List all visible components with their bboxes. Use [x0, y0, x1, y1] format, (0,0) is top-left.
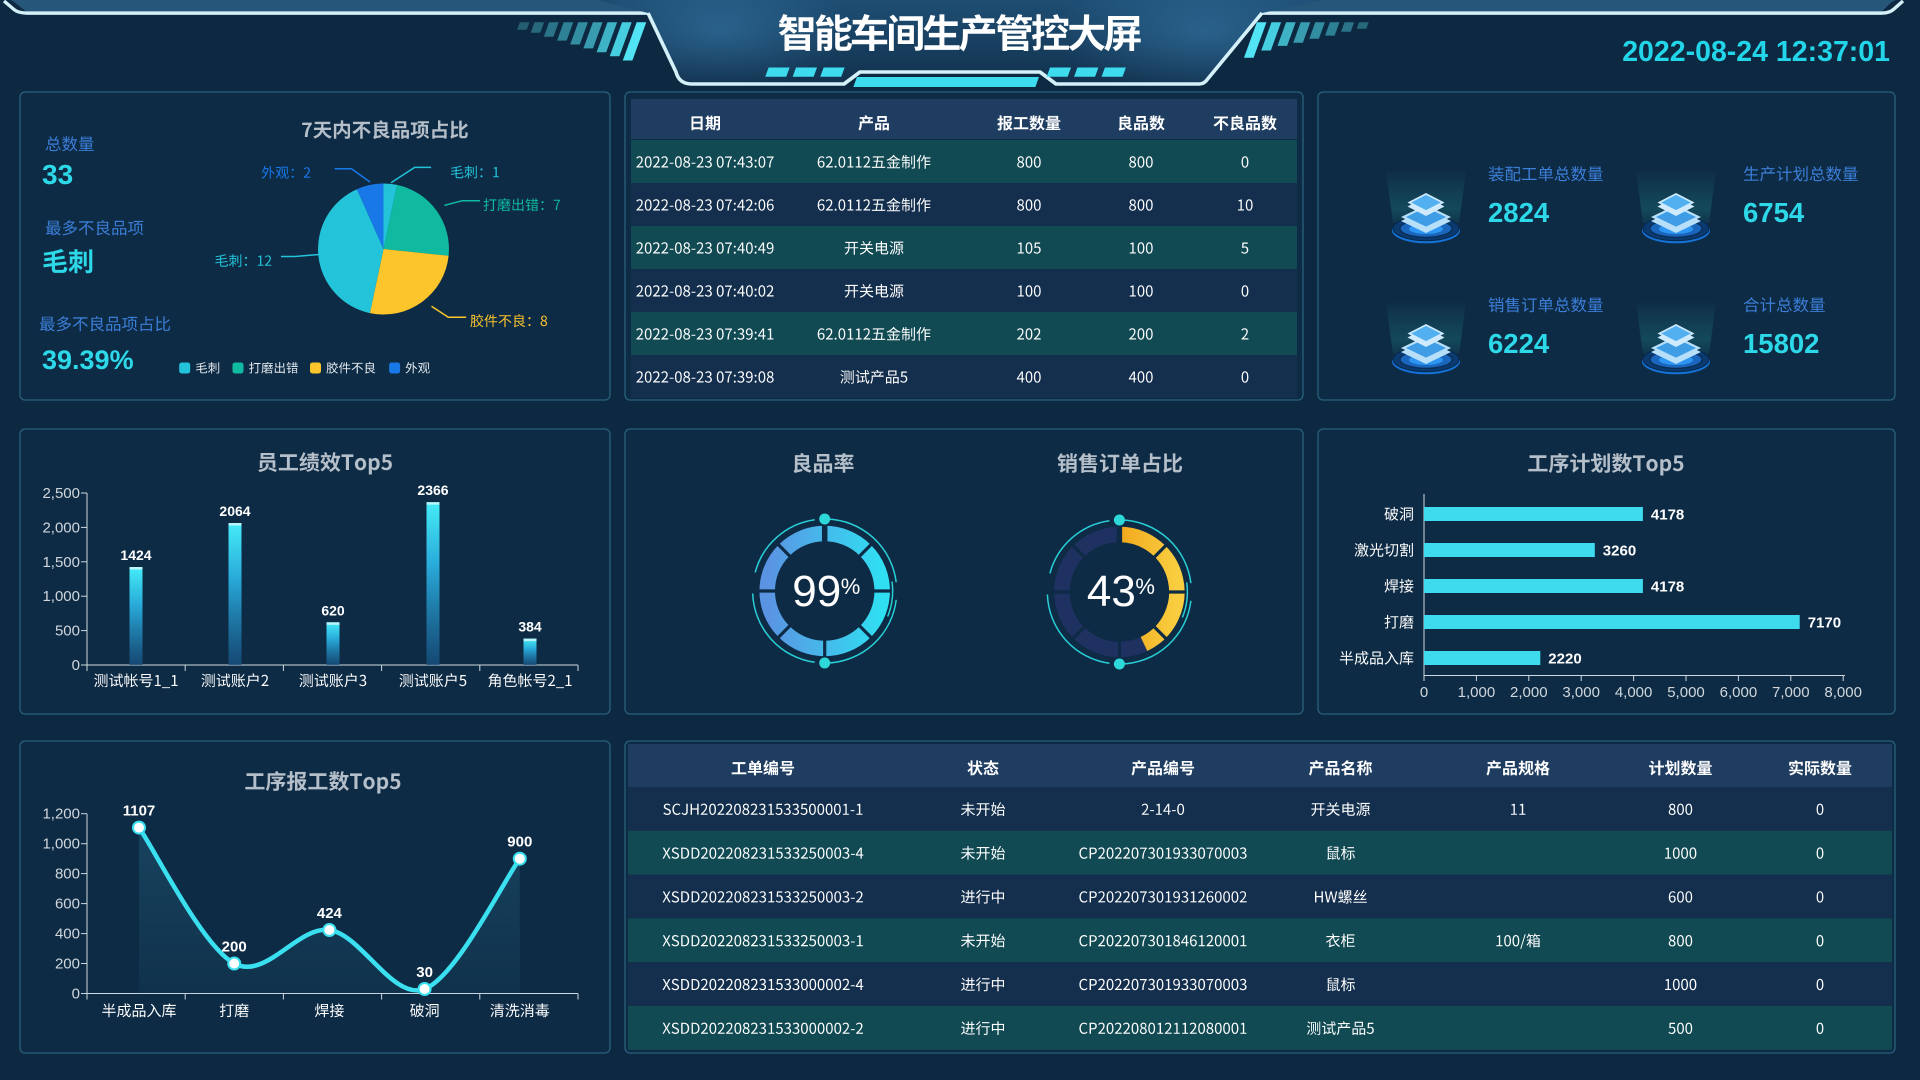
svg-text:400: 400: [55, 926, 80, 943]
svg-text:500: 500: [55, 623, 80, 640]
svg-text:8,000: 8,000: [1824, 684, 1862, 701]
svg-text:200: 200: [222, 939, 247, 956]
svg-text:900: 900: [507, 834, 532, 851]
svg-text:3,000: 3,000: [1562, 684, 1600, 701]
svg-text:2,000: 2,000: [42, 519, 80, 536]
svg-text:1107: 1107: [123, 803, 156, 820]
svg-text:600: 600: [55, 896, 80, 913]
svg-text:2064: 2064: [219, 503, 250, 519]
svg-text:0: 0: [72, 986, 80, 1003]
svg-text:2824: 2824: [1488, 197, 1550, 228]
svg-text:%: %: [841, 574, 861, 599]
svg-text:1,000: 1,000: [42, 836, 80, 853]
svg-text:33: 33: [42, 159, 73, 190]
svg-text:15802: 15802: [1743, 328, 1819, 359]
svg-text:3260: 3260: [1603, 543, 1636, 560]
svg-text:0: 0: [72, 657, 80, 674]
svg-text:7170: 7170: [1808, 615, 1841, 632]
svg-text:2022-08-24 12:37:01: 2022-08-24 12:37:01: [1622, 36, 1890, 68]
svg-text:0: 0: [1420, 684, 1428, 701]
svg-text:1,200: 1,200: [42, 806, 80, 823]
svg-text:1,500: 1,500: [42, 554, 80, 571]
svg-text:6224: 6224: [1488, 328, 1550, 359]
svg-text:424: 424: [317, 905, 343, 922]
svg-text:30: 30: [416, 964, 433, 981]
svg-text:620: 620: [321, 602, 345, 618]
svg-text:2220: 2220: [1548, 651, 1581, 668]
svg-text:1,000: 1,000: [1458, 684, 1496, 701]
svg-text:2366: 2366: [417, 482, 448, 498]
svg-text:7,000: 7,000: [1772, 684, 1810, 701]
svg-text:2,000: 2,000: [1510, 684, 1548, 701]
svg-text:2,500: 2,500: [42, 485, 80, 502]
svg-text:99: 99: [792, 567, 841, 616]
svg-text:4178: 4178: [1651, 507, 1684, 524]
svg-text:4178: 4178: [1651, 579, 1684, 596]
svg-text:800: 800: [55, 866, 80, 883]
svg-text:384: 384: [518, 619, 542, 635]
svg-text:6,000: 6,000: [1720, 684, 1758, 701]
svg-text:4,000: 4,000: [1615, 684, 1653, 701]
svg-text:1424: 1424: [120, 547, 151, 563]
svg-text:5,000: 5,000: [1667, 684, 1705, 701]
svg-text:6754: 6754: [1743, 197, 1805, 228]
svg-text:43: 43: [1087, 567, 1136, 616]
svg-text:%: %: [1135, 574, 1155, 599]
svg-text:1,000: 1,000: [42, 588, 80, 605]
svg-text:200: 200: [55, 956, 80, 973]
svg-text:39.39%: 39.39%: [42, 345, 134, 375]
